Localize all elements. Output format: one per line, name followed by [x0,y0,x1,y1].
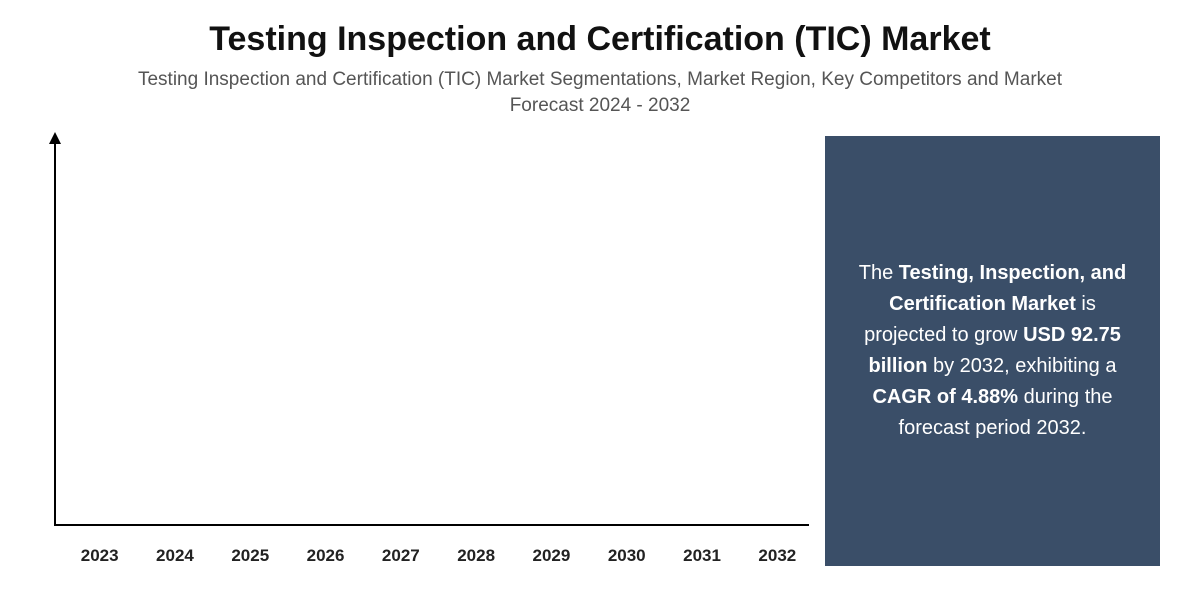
y-axis [54,136,56,526]
x-tick-label: 2023 [68,536,131,566]
x-tick-label: 2029 [520,536,583,566]
x-tick-label: 2028 [444,536,507,566]
page-title: Testing Inspection and Certification (TI… [40,20,1160,59]
x-tick-label: 2031 [670,536,733,566]
x-tick-label: 2024 [143,536,206,566]
x-tick-label: 2026 [294,536,357,566]
plot-area [68,144,809,526]
summary-bold: CAGR of 4.88% [872,386,1018,408]
page-subtitle: Testing Inspection and Certification (TI… [100,67,1100,118]
summary-box: The Testing, Inspection, and Certificati… [825,136,1160,566]
x-tick-label: 2030 [595,536,658,566]
x-tick-label: 2027 [369,536,432,566]
summary-span: by 2032, exhibiting a [927,355,1116,377]
summary-text: The Testing, Inspection, and Certificati… [851,258,1134,444]
x-axis-labels: 2023 2024 2025 2026 2027 2028 2029 2030 2031 2032 [68,536,809,566]
bar-chart: 2023 2024 2025 2026 2027 2028 2029 2030 2031 2032 [40,136,809,566]
summary-span: The [859,262,899,284]
x-tick-label: 2032 [746,536,809,566]
content-row: 2023 2024 2025 2026 2027 2028 2029 2030 2031 2032… [40,136,1160,566]
x-tick-label: 2025 [219,536,282,566]
